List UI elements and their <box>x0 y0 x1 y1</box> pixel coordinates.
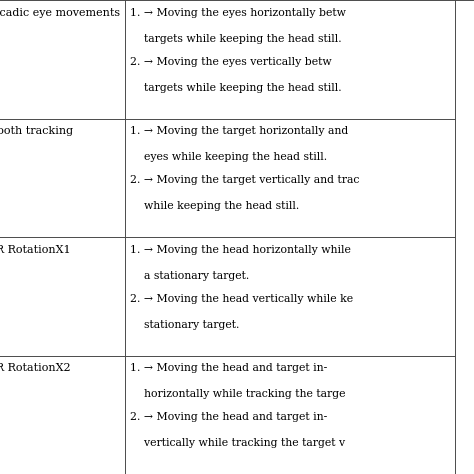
Text: VOR RotationX1: VOR RotationX1 <box>0 245 71 255</box>
Text: 2. → Moving the eyes vertically betw: 2. → Moving the eyes vertically betw <box>130 57 331 67</box>
Text: VOR RotationX2: VOR RotationX2 <box>0 363 71 373</box>
Text: horizontally while tracking the targe: horizontally while tracking the targe <box>130 389 346 399</box>
Text: 2. → Moving the head vertically while ke: 2. → Moving the head vertically while ke <box>130 294 353 304</box>
Text: 1. → Moving the head horizontally while: 1. → Moving the head horizontally while <box>130 245 351 255</box>
Text: 1. → Moving the eyes horizontally betw: 1. → Moving the eyes horizontally betw <box>130 8 346 18</box>
Text: 1. → Moving the head and target in-: 1. → Moving the head and target in- <box>130 363 327 373</box>
Text: Smooth tracking: Smooth tracking <box>0 126 73 136</box>
Text: 1. → Moving the target horizontally and: 1. → Moving the target horizontally and <box>130 126 348 136</box>
Text: targets while keeping the head still.: targets while keeping the head still. <box>130 83 342 93</box>
Text: Saccadic eye movements: Saccadic eye movements <box>0 8 120 18</box>
Text: vertically while tracking the target v: vertically while tracking the target v <box>130 438 345 448</box>
Text: eyes while keeping the head still.: eyes while keeping the head still. <box>130 152 327 162</box>
Text: stationary target.: stationary target. <box>130 320 239 330</box>
Text: targets while keeping the head still.: targets while keeping the head still. <box>130 34 342 44</box>
Text: a stationary target.: a stationary target. <box>130 271 249 281</box>
Text: while keeping the head still.: while keeping the head still. <box>130 201 299 211</box>
Text: 2. → Moving the target vertically and trac: 2. → Moving the target vertically and tr… <box>130 175 359 185</box>
Text: 2. → Moving the head and target in-: 2. → Moving the head and target in- <box>130 412 327 422</box>
